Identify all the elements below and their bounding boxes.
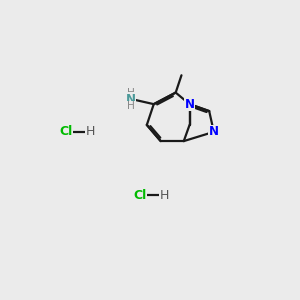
Text: Cl: Cl	[59, 125, 73, 138]
Text: N: N	[184, 98, 195, 111]
Text: H: H	[160, 189, 169, 202]
Text: N: N	[209, 125, 219, 138]
Text: N: N	[126, 93, 136, 106]
Text: H: H	[127, 101, 135, 111]
Text: H: H	[85, 125, 95, 138]
Text: H: H	[127, 88, 135, 98]
Text: Cl: Cl	[133, 189, 146, 202]
